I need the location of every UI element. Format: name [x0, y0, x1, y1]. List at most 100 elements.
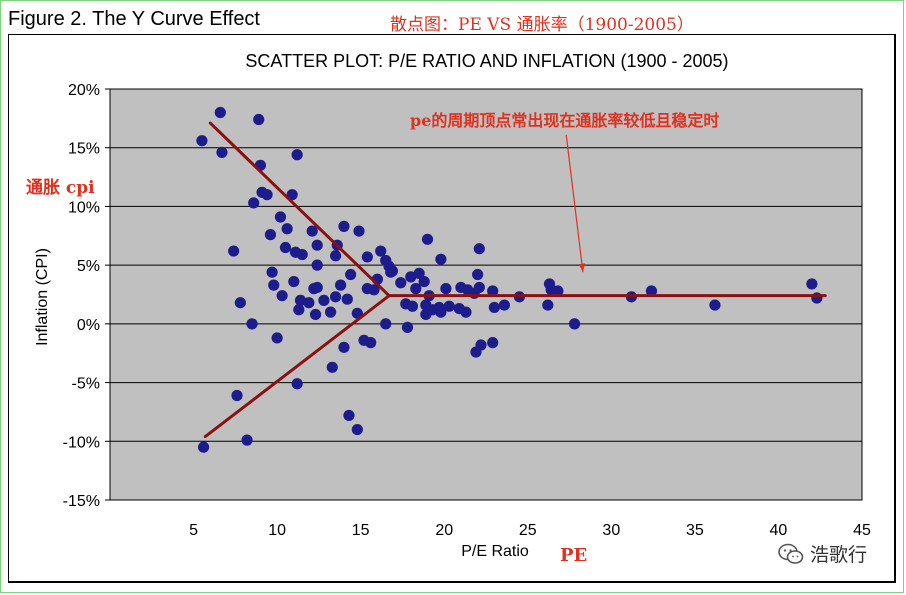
data-point — [288, 275, 300, 288]
chinese-header: 散点图：PE VS 通胀率（1900-2005） — [390, 15, 694, 35]
data-point — [568, 318, 581, 330]
data-point — [311, 259, 323, 271]
data-point — [413, 267, 425, 279]
data-point — [268, 279, 280, 291]
x-tick-label: 20 — [435, 522, 453, 539]
figure-label: Figure 2. The Y Curve Effect — [8, 8, 260, 30]
data-point — [435, 253, 447, 265]
data-point — [338, 341, 350, 353]
x-tick-label: 15 — [352, 522, 370, 539]
y-tick-label: 0% — [77, 317, 100, 334]
data-point — [385, 266, 397, 278]
data-point — [472, 268, 484, 281]
x-axis-label: P/E Ratio — [461, 543, 529, 560]
data-point — [291, 149, 303, 161]
x-tick-labels: 5 10 15 20 25 30 35 40 45 — [189, 522, 871, 539]
y-tick-label: -5% — [72, 376, 100, 393]
data-point — [343, 409, 355, 422]
data-point — [418, 275, 430, 288]
data-point — [231, 389, 243, 402]
data-point — [261, 189, 273, 201]
data-point — [487, 337, 499, 349]
data-point — [709, 299, 721, 311]
data-point — [420, 308, 432, 321]
y-tick-label: 15% — [68, 141, 100, 158]
data-point — [341, 293, 353, 305]
watermark-text: 浩歌行 — [810, 545, 868, 566]
callout-arrow — [565, 134, 585, 273]
data-point — [335, 279, 347, 291]
trend-line — [208, 121, 391, 298]
bottom-rule — [8, 581, 896, 583]
x-axis-label-cn: PE — [560, 545, 587, 566]
data-point — [410, 283, 422, 295]
wechat-icon — [778, 543, 804, 564]
x-tick-label: 45 — [853, 522, 871, 539]
trend-line — [203, 294, 391, 439]
data-point — [197, 441, 210, 453]
data-point — [234, 297, 246, 309]
data-point — [460, 306, 472, 318]
data-point — [318, 294, 330, 306]
data-point — [324, 306, 337, 318]
data-point — [380, 318, 392, 330]
data-point — [405, 271, 417, 283]
y-tick-label: -15% — [63, 493, 100, 510]
data-point — [241, 434, 253, 446]
data-point — [806, 278, 818, 290]
data-point — [246, 318, 258, 330]
data-point — [368, 284, 380, 296]
data-point — [351, 423, 363, 436]
x-tick-label: 10 — [268, 522, 286, 539]
data-point — [311, 239, 323, 251]
data-point — [406, 300, 419, 312]
y-axis-label-cn: 通胀 cpi — [26, 178, 95, 198]
data-point — [274, 211, 287, 223]
data-point — [293, 304, 305, 316]
data-point — [473, 243, 485, 255]
data-point — [276, 290, 288, 302]
data-point — [488, 301, 500, 314]
data-point — [281, 223, 293, 235]
x-tick-label: 30 — [602, 522, 620, 539]
chart-container — [8, 34, 896, 582]
data-point — [228, 245, 240, 257]
y-tick-label: 20% — [68, 82, 100, 99]
data-point — [345, 268, 357, 281]
y-tick-label: 5% — [77, 258, 100, 275]
y-tick-label: 10% — [68, 199, 100, 216]
data-point — [330, 250, 342, 262]
chart-title: SCATTER PLOT: P/E RATIO AND INFLATION (1… — [245, 51, 728, 71]
data-point — [330, 291, 342, 303]
data-point — [487, 285, 499, 297]
data-point — [542, 299, 554, 311]
data-point — [470, 346, 482, 358]
data-point — [196, 135, 208, 147]
data-point — [395, 277, 407, 289]
watermark: 浩歌行 — [778, 540, 867, 567]
data-point — [498, 299, 510, 311]
callout-annotation: pe的周期顶点常出现在通胀率较低且稳定时 — [410, 111, 719, 130]
data-point — [353, 225, 365, 237]
data-point — [214, 106, 226, 119]
data-point — [401, 321, 414, 333]
data-point — [361, 251, 373, 263]
data-point — [421, 233, 434, 245]
data-point — [291, 378, 303, 390]
data-point — [309, 308, 322, 321]
data-point — [248, 197, 260, 209]
data-point — [645, 285, 658, 297]
arrow-shaft — [565, 134, 584, 273]
data-point — [326, 361, 338, 373]
y-axis-label: Inflation (CPI) — [34, 248, 51, 346]
x-tick-label: 40 — [770, 522, 788, 539]
data-point — [375, 245, 387, 257]
data-point — [253, 113, 265, 126]
y-tick-labels: -15% -10% -5% 0% 5% 10% 15% 20% — [63, 82, 110, 510]
data-point — [266, 266, 278, 278]
data-point — [552, 285, 564, 297]
data-point — [473, 281, 485, 294]
x-tick-label: 5 — [189, 522, 198, 539]
